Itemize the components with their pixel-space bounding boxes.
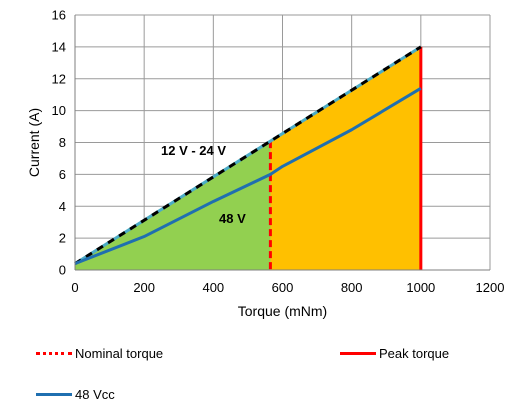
y-tick-label: 6	[59, 167, 66, 182]
legend-48vcc: 48 Vcc	[36, 387, 115, 402]
axes	[74, 15, 490, 271]
legend-peak-torque: Peak torque	[340, 346, 449, 361]
envelope-line-dash	[74, 45, 422, 265]
dotted-line-icon	[36, 352, 72, 355]
x-tick-label: 400	[202, 280, 224, 295]
x-tick-label: 200	[133, 280, 155, 295]
solid-line-icon	[36, 393, 72, 396]
x-tick-label: 1200	[476, 280, 505, 295]
y-tick-label: 16	[52, 8, 66, 23]
x-axis-label: Torque (mNm)	[238, 303, 327, 319]
x-tick-label: 800	[341, 280, 363, 295]
tick-labels: 0 200 400 600 800 1000 1200 0 2 4 6 8 10 12 14 16	[52, 8, 505, 296]
y-tick-label: 8	[59, 135, 66, 150]
x-tick-label: 1000	[406, 280, 435, 295]
y-axis-label: Current (A)	[26, 108, 42, 177]
solid-line-icon	[340, 352, 376, 355]
y-tick-label: 0	[59, 263, 66, 278]
region-label-12-24v: 12 V - 24 V	[161, 143, 226, 158]
y-tick-label: 14	[52, 39, 66, 54]
x-tick-label: 600	[272, 280, 294, 295]
y-tick-label: 10	[52, 103, 66, 118]
series-lines	[74, 45, 423, 270]
legend-label: Nominal torque	[75, 346, 164, 361]
legend-label: 48 Vcc	[75, 387, 115, 402]
y-tick-label: 12	[52, 71, 66, 86]
legend-label: Peak torque	[379, 346, 450, 361]
x-tick-label: 0	[71, 280, 78, 295]
y-tick-label: 2	[59, 231, 66, 246]
region-label-48v: 48 V	[219, 211, 246, 226]
legend-nominal-torque: Nominal torque	[36, 346, 163, 361]
y-tick-label: 4	[59, 199, 66, 214]
